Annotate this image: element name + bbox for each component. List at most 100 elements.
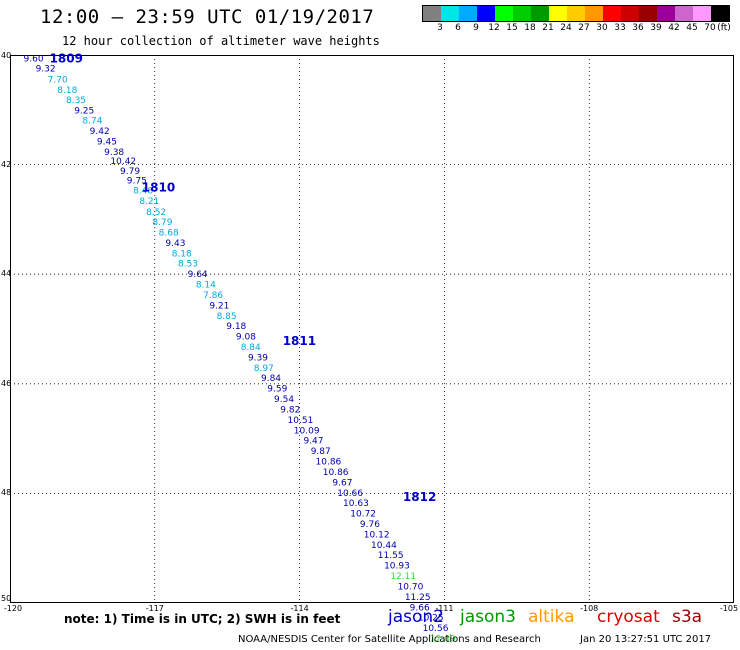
cycle-number-label: 1809 [50,52,83,66]
latitude-tick-label: 48 [1,488,12,498]
wave-height-label: 9.38 [104,148,124,158]
wave-height-label: 12.11 [390,572,416,582]
legend-swatch-14 [675,6,693,21]
longitude-tick-label: -111 [435,604,454,613]
legend-swatch-5 [513,6,531,21]
wave-height-color-legend [422,5,730,22]
wave-height-label: 10.93 [384,562,410,572]
wave-height-label: 9.64 [188,270,208,280]
legend-swatch-15 [693,6,711,21]
wave-height-label: 9.32 [36,65,56,75]
legend-swatch-9 [585,6,603,21]
legend-label: 24 [560,23,572,33]
legend-swatch-13 [657,6,675,21]
legend-label: 18 [524,23,536,33]
wave-height-label: 8.97 [254,364,274,374]
cycle-number-label: 1810 [142,181,175,195]
wave-height-label: 8.74 [82,117,102,127]
wave-height-label: 9.84 [261,374,281,384]
wave-height-label: 10.09 [294,426,320,436]
legend-swatch-0 [423,6,441,21]
wave-height-label: 9.39 [248,353,268,363]
latitude-tick-label: 40 [1,51,12,60]
legend-label: 21 [542,23,554,33]
satellite-altika: altika [528,607,575,627]
generated-timestamp: Jan 20 13:27:51 UTC 2017 [580,634,712,645]
legend-label: 12 [488,23,500,33]
wave-height-label: 10.63 [343,499,369,509]
wave-height-label: 9.75 [127,176,147,186]
latitude-tick-label: 46 [1,378,12,388]
legend-label: 39 [650,23,662,33]
legend-label: 9 [473,23,479,33]
longitude-tick-label: -108 [580,604,599,613]
wave-height-label: 8.35 [66,96,86,106]
latitude-tick-label: 44 [1,269,12,279]
legend-label: 30 [596,23,608,33]
legend-label: 42 [668,23,680,33]
wave-height-label: 10.86 [316,458,342,468]
wave-height-label: 9.25 [74,106,94,116]
wave-height-label: 9.59 [267,385,287,395]
legend-label: 15 [506,23,518,33]
wave-height-label: 9.79 [120,167,140,177]
legend-label: (ft) [717,23,731,33]
wave-height-label: 8.79 [152,218,172,228]
wave-height-label: 9.66 [410,603,430,613]
map-plot-frame [10,55,734,603]
wave-height-label: 10.44 [371,541,397,551]
wave-height-label: 9.08 [236,333,256,343]
wave-height-label: 8.48 [133,186,153,196]
legend-swatch-1 [441,6,459,21]
wave-height-label: 9.42 [90,127,110,137]
satellite-cryosat: cryosat [597,607,660,627]
satellite-jason3: jason3 [460,607,516,627]
legend-label: 3 [437,23,443,33]
wave-height-label: 9.45 [97,137,117,147]
latitude-tick-label: 42 [1,159,12,169]
credit-line: NOAA/NESDIS Center for Satellite Applica… [238,634,541,645]
wave-height-label: 8.53 [178,260,198,270]
legend-label: 45 [686,23,698,33]
wave-height-label: 11.55 [378,551,404,561]
wave-height-label: 10.42 [110,157,136,167]
wave-height-label: 9.82 [280,405,300,415]
wave-height-label: 11.25 [405,593,431,603]
satellite-s3a: s3a [672,607,703,627]
legend-label: 36 [632,23,644,33]
wave-height-label: 10.66 [337,489,363,499]
wave-height-label: 10.72 [350,510,376,520]
wave-height-label: 9.87 [311,447,331,457]
legend-swatch-16 [711,6,729,21]
longitude-tick-label: -117 [145,604,164,613]
wave-height-label: 9.43 [165,239,185,249]
legend-swatch-11 [621,6,639,21]
legend-swatch-4 [495,6,513,21]
map-subtitle: 12 hour collection of altimeter wave hei… [62,34,380,48]
cycle-number-label: 1811 [283,334,316,348]
wave-height-label: 8.18 [172,249,192,259]
wave-height-label: 9.54 [274,395,294,405]
wave-height-label: 10.56 [423,624,449,634]
legend-label: 33 [614,23,626,33]
wave-height-label: 10.86 [323,468,349,478]
wave-height-label: 10.12 [364,530,390,540]
legend-label: 70 [704,23,716,33]
legend-swatch-3 [477,6,495,21]
graticule [10,55,734,603]
wave-height-label: 9.47 [303,437,323,447]
wave-height-label: 8.68 [159,228,179,238]
wave-height-label: 10.51 [288,416,314,426]
legend-label: 27 [578,23,590,33]
wave-height-label: 9.18 [226,322,246,332]
wave-height-label: 8.14 [196,281,216,291]
footer-note: note: 1) Time is in UTC; 2) SWH is in fe… [64,612,341,626]
latitude-tick-label: 50 [1,594,12,603]
cycle-number-label: 1812 [403,490,436,504]
wave-height-label: 7.86 [203,291,223,301]
wave-height-label: 9.60 [24,55,44,65]
wave-height-label: 8.18 [57,86,77,96]
legend-label: 6 [455,23,461,33]
longitude-tick-label: -105 [719,604,739,613]
